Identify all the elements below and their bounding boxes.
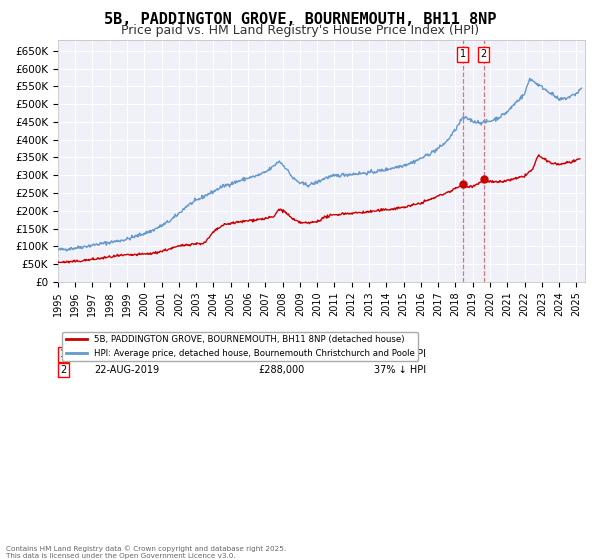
Text: 1: 1: [60, 349, 66, 360]
Text: £275,000: £275,000: [258, 349, 305, 360]
Text: Price paid vs. HM Land Registry's House Price Index (HPI): Price paid vs. HM Land Registry's House …: [121, 24, 479, 36]
Text: Contains HM Land Registry data © Crown copyright and database right 2025.
This d: Contains HM Land Registry data © Crown c…: [6, 545, 286, 559]
Text: 2: 2: [60, 365, 66, 375]
Text: £288,000: £288,000: [258, 365, 304, 375]
Text: 5B, PADDINGTON GROVE, BOURNEMOUTH, BH11 8NP: 5B, PADDINGTON GROVE, BOURNEMOUTH, BH11 …: [104, 12, 496, 27]
Text: 2: 2: [481, 49, 487, 59]
Text: 40% ↓ HPI: 40% ↓ HPI: [374, 349, 426, 360]
Legend: 5B, PADDINGTON GROVE, BOURNEMOUTH, BH11 8NP (detached house), HPI: Average price: 5B, PADDINGTON GROVE, BOURNEMOUTH, BH11 …: [62, 332, 418, 361]
Text: 37% ↓ HPI: 37% ↓ HPI: [374, 365, 426, 375]
Text: 22-AUG-2019: 22-AUG-2019: [95, 365, 160, 375]
Text: 1: 1: [460, 49, 466, 59]
Text: 05-JUN-2018: 05-JUN-2018: [95, 349, 157, 360]
